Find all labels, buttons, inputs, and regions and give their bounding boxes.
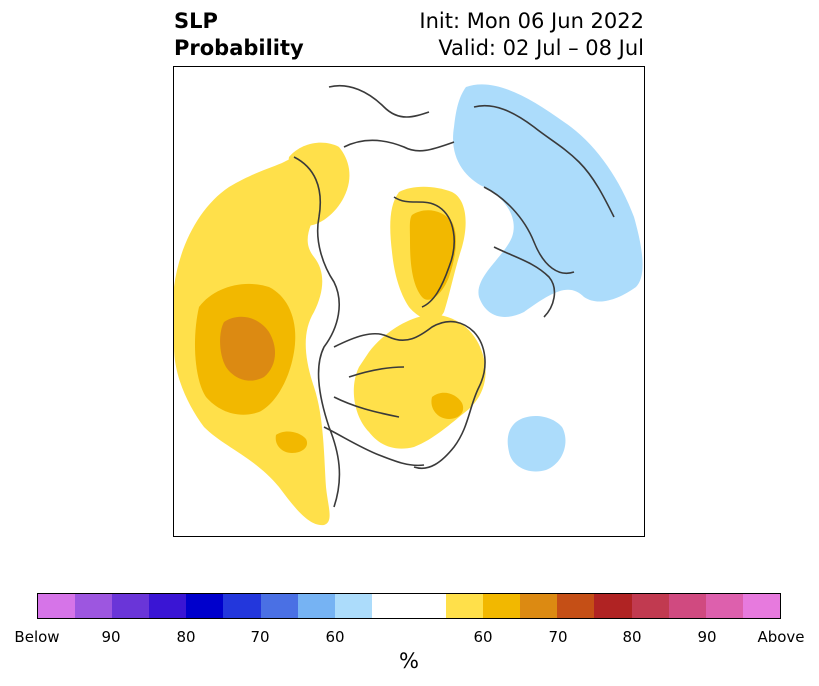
colorbar-segment	[75, 594, 113, 618]
colorbar-segment	[742, 594, 780, 618]
colorbar-segment	[705, 594, 743, 618]
init-date-label: Init: Mon 06 Jun 2022	[419, 9, 644, 33]
tick-label: 90	[697, 628, 717, 646]
colorbar-segment	[371, 594, 447, 618]
colorbar-segment	[297, 594, 335, 618]
tick-label: 80	[176, 628, 196, 646]
colorbar-segment	[446, 594, 484, 618]
above-60-core-pacific-small	[275, 431, 308, 453]
valid-range-label: Valid: 02 Jul – 08 Jul	[438, 36, 644, 60]
colorbar-segment	[38, 594, 76, 618]
colorbar-segment	[223, 594, 261, 618]
tick-label: Below	[14, 628, 60, 646]
colorbar-segment	[483, 594, 521, 618]
variable-label: SLP	[174, 9, 218, 33]
title-right: Init: Mon 06 Jun 2022 Valid: 02 Jul – 08…	[419, 8, 644, 62]
tick-label: 80	[622, 628, 642, 646]
colorbar-segment	[149, 594, 187, 618]
colorbar-segment	[631, 594, 669, 618]
below-normal-region-atlantic	[507, 415, 566, 472]
colorbar-segment	[557, 594, 595, 618]
colorbar	[37, 593, 781, 619]
tick-label: 90	[101, 628, 121, 646]
product-label: Probability	[174, 36, 304, 60]
tick-label: 70	[548, 628, 568, 646]
map-canvas	[174, 84, 643, 526]
above-60-core-hudson	[431, 392, 464, 419]
colorbar-unit-label: %	[399, 649, 419, 673]
title-left: SLP Probability	[174, 8, 304, 62]
probability-map	[173, 66, 645, 537]
tick-label: 60	[473, 628, 493, 646]
below-normal-region-eurasia	[453, 84, 643, 317]
colorbar-segment	[112, 594, 150, 618]
tick-label: 70	[250, 628, 270, 646]
colorbar-segment	[668, 594, 706, 618]
colorbar-segment	[334, 594, 372, 618]
above-70-core-pacific	[220, 316, 276, 381]
colorbar-tick-labels: Below 90 80 70 60 60 70 80 90 Above	[0, 628, 819, 648]
colorbar-segment	[260, 594, 298, 618]
tick-label: 60	[325, 628, 345, 646]
tick-label: Above	[757, 628, 805, 646]
colorbar-segment	[520, 594, 558, 618]
colorbar-segment	[186, 594, 224, 618]
colorbar-segment	[594, 594, 632, 618]
coastline-overlay	[293, 84, 615, 508]
